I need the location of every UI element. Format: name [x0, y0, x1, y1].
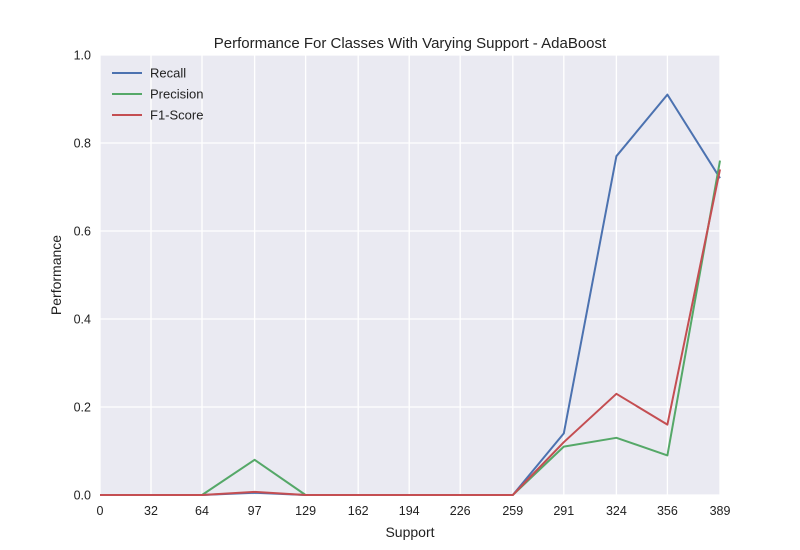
- y-tick-label: 0.0: [74, 489, 91, 503]
- chart-title: Performance For Classes With Varying Sup…: [214, 35, 607, 52]
- x-tick-label: 162: [348, 504, 369, 518]
- x-tick-label: 389: [710, 504, 731, 518]
- legend-label: F1-Score: [150, 108, 203, 123]
- x-tick-label: 259: [502, 504, 523, 518]
- x-tick-label: 226: [450, 504, 471, 518]
- x-tick-label: 324: [606, 504, 627, 518]
- y-tick-label: 0.8: [74, 137, 91, 151]
- legend-label: Precision: [150, 87, 203, 102]
- x-tick-label: 291: [553, 504, 574, 518]
- series-line-f1-score: [100, 169, 721, 496]
- x-tick-label: 129: [295, 504, 316, 518]
- y-tick-label: 0.2: [74, 401, 91, 415]
- y-tick-label: 1.0: [74, 49, 91, 63]
- series-lines: [100, 93, 721, 496]
- y-tick-label: 0.6: [74, 225, 91, 239]
- axis-ticks: 0 32 64 97 129 162 194 226 259 291 324 356 389 0.0 0.2…: [74, 49, 731, 519]
- legend-label: Recall: [150, 66, 186, 81]
- x-tick-label: 194: [399, 504, 420, 518]
- x-tick-label: 64: [195, 504, 209, 518]
- x-tick-label: 356: [657, 504, 678, 518]
- x-tick-label: 97: [248, 504, 262, 518]
- y-tick-label: 0.4: [74, 313, 91, 327]
- y-axis-label: Performance: [48, 235, 64, 315]
- x-tick-label: 0: [97, 504, 104, 518]
- legend: Recall Precision F1-Score: [112, 66, 203, 123]
- x-tick-label: 32: [144, 504, 158, 518]
- x-axis-label: Support: [385, 524, 434, 540]
